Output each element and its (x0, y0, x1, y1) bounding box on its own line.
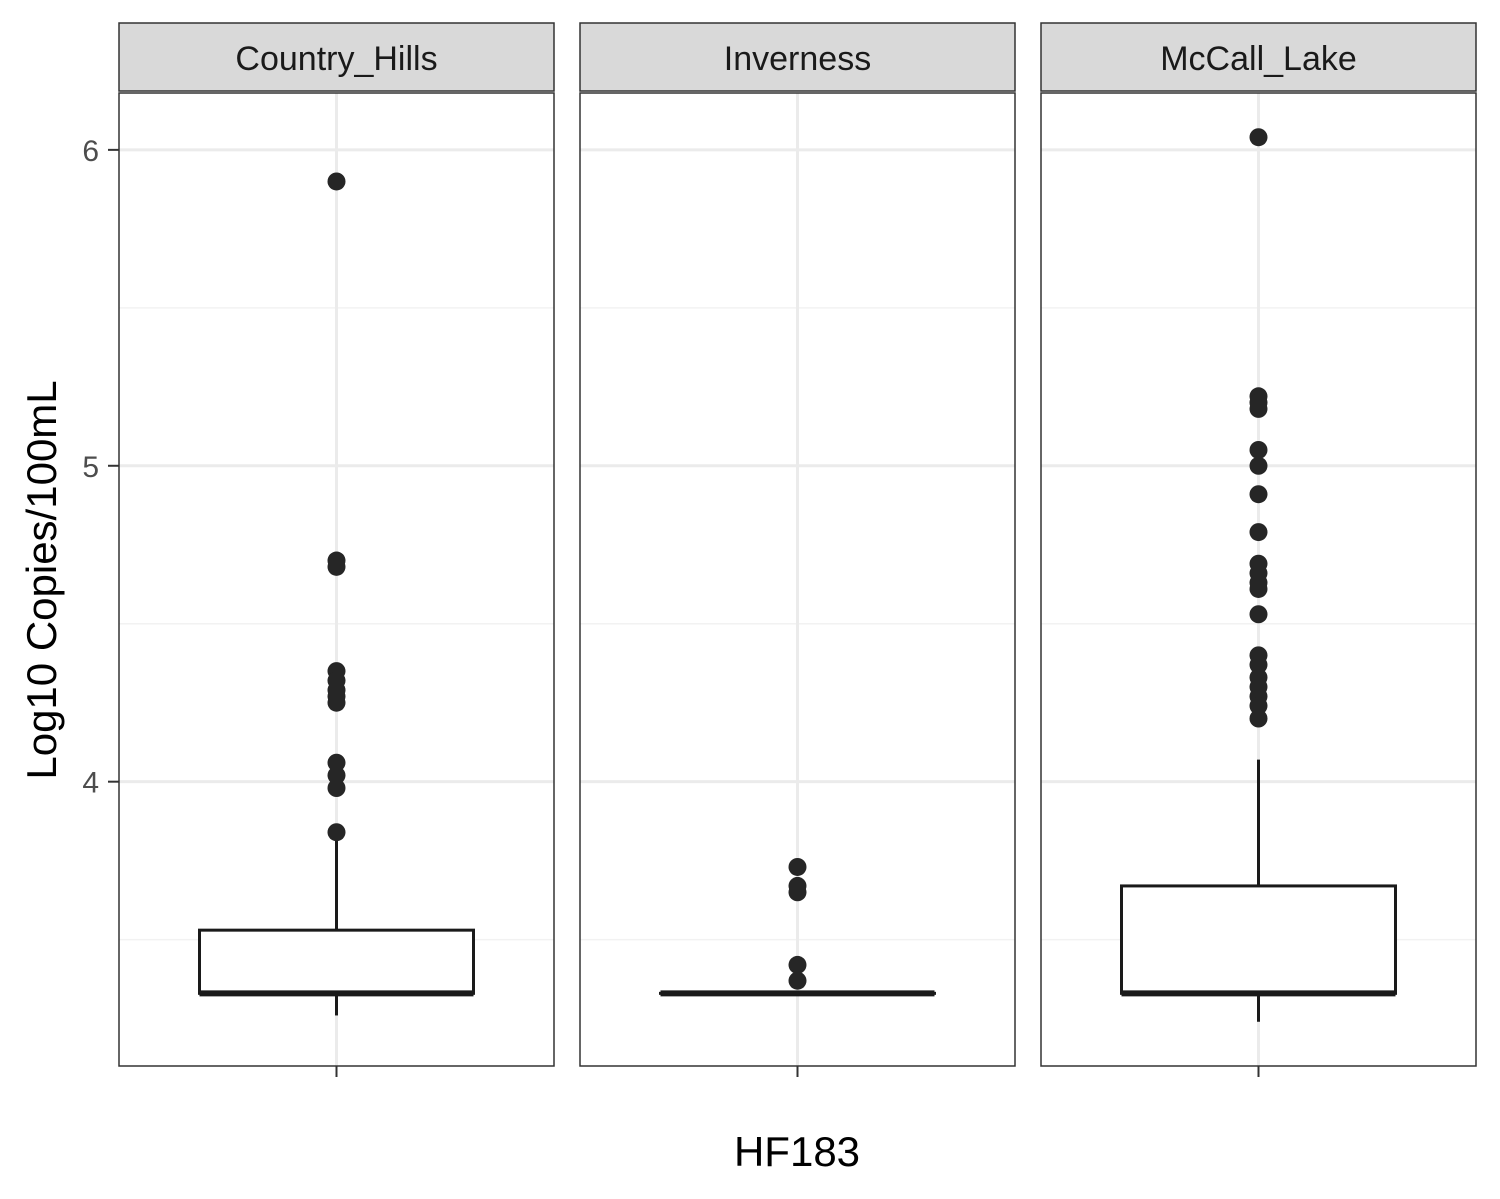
y-axis: 4 5 6 (82, 135, 119, 800)
outlier-point (327, 557, 346, 576)
outlier-point (1249, 655, 1268, 674)
outlier-point (788, 883, 807, 902)
outlier-point (327, 753, 346, 772)
outlier-point (1249, 399, 1268, 418)
outlier-point (327, 766, 346, 785)
facet-strip-label: McCall_Lake (1160, 40, 1357, 78)
outlier-point (1249, 709, 1268, 728)
outlier-point (1249, 696, 1268, 715)
facet-panel: McCall_Lake (1040, 22, 1477, 1077)
outlier-point (788, 857, 807, 876)
outlier-point (1249, 485, 1268, 504)
facet-strip-label: Country_Hills (235, 40, 437, 78)
facet-strip (579, 22, 1016, 92)
outlier-point (1249, 440, 1268, 459)
panels-layer: Country_Hills Inverness McCall_Lake (118, 22, 1477, 1077)
outlier-point (1249, 579, 1268, 598)
y-tick-label: 6 (82, 135, 99, 168)
outlier-point (327, 693, 346, 712)
facet-strip (1040, 22, 1477, 92)
outlier-point (1249, 605, 1268, 624)
outlier-point (327, 779, 346, 797)
box-iqr (198, 928, 475, 995)
outlier-point (788, 971, 807, 990)
y-tick-label: 5 (82, 451, 99, 484)
y-axis-title: Log10 Copies/100mL (18, 380, 65, 779)
x-axis-title: HF183 (734, 1128, 860, 1175)
box-iqr (1120, 884, 1397, 995)
outlier-point (327, 823, 346, 842)
outlier-point (788, 955, 807, 974)
outlier-point (1249, 456, 1268, 475)
facet-panel: Country_Hills (118, 22, 555, 1077)
y-tick-label: 4 (82, 767, 99, 800)
facet-panel: Inverness (579, 22, 1016, 1077)
outlier-point (1249, 523, 1268, 542)
facet-strip (118, 22, 555, 92)
outlier-point (1249, 128, 1268, 147)
outlier-point (327, 172, 346, 191)
facet-strip-label: Inverness (724, 40, 871, 78)
